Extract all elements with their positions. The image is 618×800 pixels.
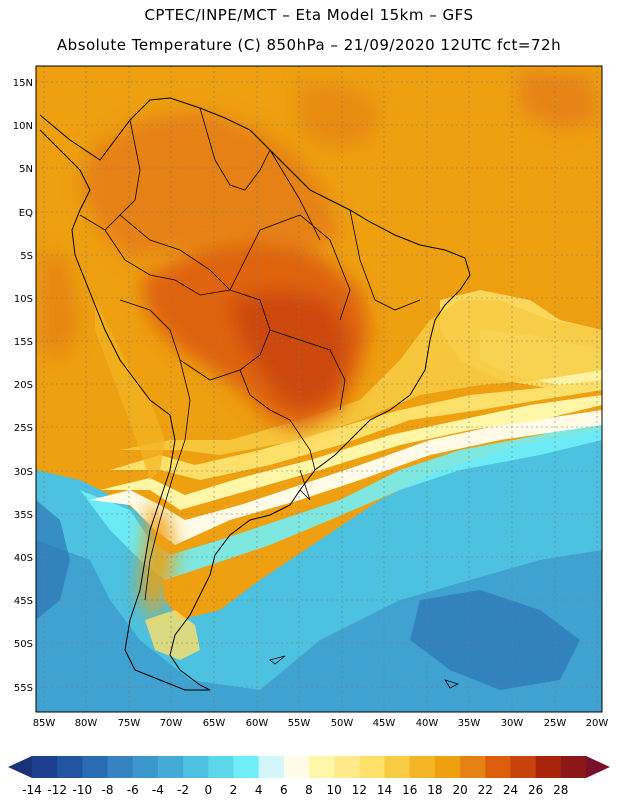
lon-label: 70W xyxy=(160,718,183,729)
colorbar-tick-label: 18 xyxy=(427,783,442,797)
lon-label: 75W xyxy=(118,718,141,729)
colorbar-tick-label: 14 xyxy=(377,783,392,797)
lat-label: 50S xyxy=(14,639,33,650)
map-frame xyxy=(35,65,603,713)
chart-title-line1: CPTEC/INPE/MCT – Eta Model 15km – GFS xyxy=(144,6,474,24)
lon-label: 55W xyxy=(288,718,311,729)
colorbar-swatch xyxy=(485,756,511,778)
lon-label: 40W xyxy=(416,718,439,729)
colorbar-tick-label: 16 xyxy=(402,783,417,797)
colorbar-swatch xyxy=(560,756,587,778)
lon-label: 25W xyxy=(544,718,567,729)
lat-label: 10N xyxy=(13,121,33,132)
colorbar-swatch xyxy=(107,756,134,778)
colorbar-min-arrow xyxy=(8,756,32,778)
colorbar-tick-label: -14 xyxy=(22,783,42,797)
temperature-map: 15N 10N 5N EQ 5S 10S 15S 20S 25S 30S 35S… xyxy=(13,65,609,729)
colorbar-tick-label: 8 xyxy=(305,783,313,797)
colorbar-labels: -14 -12 -10 -8 -6 -4 -2 0 2 4 6 8 10 12 14 16 18 20 22 24 26… xyxy=(22,783,568,797)
lat-label: 20S xyxy=(14,380,33,391)
chart-title-line2: Absolute Temperature (C) 850hPa – 21/09/… xyxy=(56,36,562,54)
colorbar-swatch xyxy=(434,756,461,778)
colorbar-tick-label: -12 xyxy=(47,783,67,797)
colorbar-tick-label: 2 xyxy=(230,783,238,797)
colorbar-swatch xyxy=(157,756,184,778)
colorbar-tick-label: 4 xyxy=(255,783,263,797)
lat-label: 10S xyxy=(14,294,33,305)
lon-label: 45W xyxy=(373,718,396,729)
colorbar-swatch xyxy=(334,756,360,778)
colorbar-tick-label: 12 xyxy=(352,783,367,797)
colorbar-tick-label: 22 xyxy=(478,783,493,797)
lon-label: 35W xyxy=(458,718,481,729)
colorbar-swatch xyxy=(208,756,234,778)
lon-label: 30W xyxy=(501,718,524,729)
colorbar-tick-label: -6 xyxy=(127,783,139,797)
colorbar-tick-label: 28 xyxy=(553,783,568,797)
colorbar-swatch xyxy=(258,756,285,778)
lat-label: 5N xyxy=(19,164,33,175)
lat-label: 5S xyxy=(20,251,33,262)
lon-label: 80W xyxy=(75,718,98,729)
lat-label: 40S xyxy=(14,553,33,564)
colorbar-tick-label: -2 xyxy=(177,783,189,797)
graticule xyxy=(36,66,602,712)
colorbar-swatch xyxy=(535,756,562,778)
temperature-field xyxy=(36,66,602,712)
colorbar-swatch xyxy=(384,756,411,778)
colorbar-swatch xyxy=(359,756,386,778)
colorbar-swatch xyxy=(82,756,109,778)
colorbar-swatch xyxy=(132,756,159,778)
colorbar-tick-label: 0 xyxy=(204,783,212,797)
lat-label: 30S xyxy=(14,467,33,478)
colorbar: -14 -12 -10 -8 -6 -4 -2 0 2 4 6 8 10 12 14 16 18 20 22 24 26… xyxy=(8,756,610,797)
colorbar-swatch xyxy=(510,756,537,778)
lat-label: EQ xyxy=(19,208,33,219)
lat-label: 15N xyxy=(13,78,33,89)
colorbar-swatch xyxy=(283,756,310,778)
lon-label: 65W xyxy=(203,718,226,729)
colorbar-swatch xyxy=(57,756,83,778)
lon-label: 50W xyxy=(331,718,354,729)
colorbar-tick-label: 24 xyxy=(503,783,518,797)
lat-label: 35S xyxy=(14,510,33,521)
colorbar-swatch xyxy=(409,756,436,778)
colorbar-swatch xyxy=(183,756,209,778)
colorbar-tick-label: -10 xyxy=(73,783,93,797)
lon-label: 20W xyxy=(586,718,609,729)
colorbar-tick-label: 20 xyxy=(452,783,467,797)
colorbar-swatch xyxy=(233,756,260,778)
longitude-axis: 85W 80W 75W 70W 65W 60W 55W 50W 45W 40W … xyxy=(33,718,609,729)
colorbar-tick-label: 10 xyxy=(327,783,342,797)
colorbar-tick-label: -4 xyxy=(152,783,164,797)
latitude-axis: 15N 10N 5N EQ 5S 10S 15S 20S 25S 30S 35S… xyxy=(13,78,33,694)
lat-label: 25S xyxy=(14,423,33,434)
lon-label: 85W xyxy=(33,718,56,729)
colorbar-swatch xyxy=(460,756,486,778)
colorbar-tick-label: 6 xyxy=(280,783,288,797)
country-borders xyxy=(79,107,421,601)
colorbar-tick-label: -8 xyxy=(102,783,114,797)
colorbar-swatch xyxy=(32,756,58,778)
colorbar-max-arrow xyxy=(586,756,610,778)
colorbar-swatch xyxy=(309,756,335,778)
lat-label: 15S xyxy=(14,337,33,348)
lon-label: 60W xyxy=(246,718,269,729)
lat-label: 45S xyxy=(14,596,33,607)
colorbar-swatches xyxy=(8,756,610,778)
continent-outline xyxy=(39,97,471,691)
lat-label: 55S xyxy=(14,683,33,694)
colorbar-tick-label: 26 xyxy=(528,783,543,797)
